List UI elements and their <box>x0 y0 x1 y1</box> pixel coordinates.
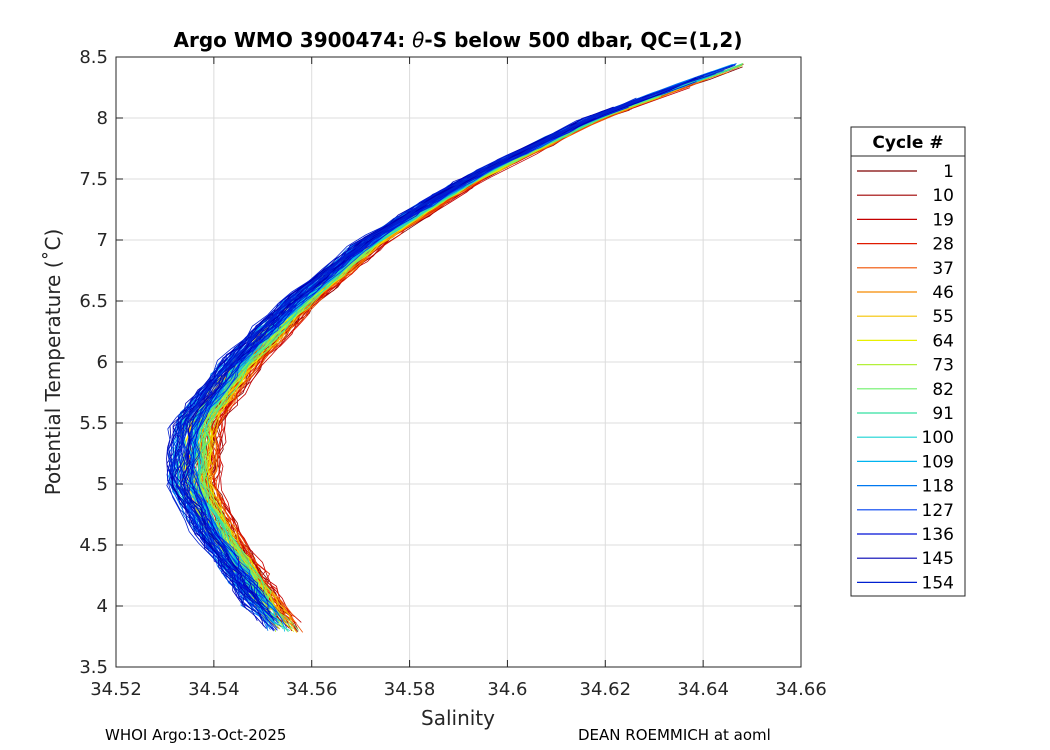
profile-line <box>189 73 716 603</box>
profile-line <box>183 84 680 620</box>
chart-title-suffix: -S below 500 dbar, QC=(1,2) <box>424 28 742 52</box>
x-axis-label: Salinity <box>421 706 495 730</box>
legend-label: 55 <box>932 307 954 327</box>
y-axis-label: Potential Temperature (˚C) <box>41 229 65 496</box>
legend-label: 118 <box>922 477 954 497</box>
legend-label: 46 <box>932 283 954 303</box>
x-tick-label: 34.64 <box>677 679 729 700</box>
legend-label: 136 <box>922 525 954 545</box>
legend-title: Cycle # <box>872 133 943 153</box>
legend-label: 82 <box>932 380 954 400</box>
x-axis-ticks: 34.52 34.54 34.56 34.58 34.6 34.62 34.64 34.66 <box>90 57 827 700</box>
legend-label: 10 <box>932 186 954 206</box>
y-tick-label: 3.5 <box>79 657 108 678</box>
y-tick-label: 6.5 <box>79 291 108 312</box>
legend-label: 73 <box>932 356 954 376</box>
legend-label: 100 <box>922 428 954 448</box>
legend-label: 91 <box>932 404 954 424</box>
legend-label: 64 <box>932 331 954 351</box>
chart-title-prefix: Argo WMO 3900474: <box>174 28 413 52</box>
x-tick-label: 34.66 <box>775 679 827 700</box>
legend-label: 19 <box>932 210 954 230</box>
x-tick-label: 34.58 <box>384 679 436 700</box>
legend-label: 145 <box>922 549 954 569</box>
y-tick-label: 6 <box>97 352 108 373</box>
profile-line <box>173 117 592 605</box>
y-axis-ticks: 3.5 4 4.5 5 5.5 6 6.5 7 7.5 8 8.5 <box>79 47 801 678</box>
legend-label: 127 <box>922 501 954 521</box>
x-tick-label: 34.6 <box>487 679 527 700</box>
y-tick-label: 8.5 <box>79 47 108 68</box>
legend-box <box>850 126 966 597</box>
profile-line <box>209 75 716 619</box>
x-tick-label: 34.54 <box>188 679 240 700</box>
y-tick-label: 8 <box>97 108 108 129</box>
y-tick-label: 7.5 <box>79 169 108 190</box>
profile-line <box>166 97 637 601</box>
legend-label: 1 <box>943 162 954 182</box>
footer-right: DEAN ROEMMICH at aoml <box>578 726 771 744</box>
x-tick-label: 34.56 <box>286 679 338 700</box>
y-tick-label: 4.5 <box>79 535 108 556</box>
y-tick-label: 5.5 <box>79 413 108 434</box>
legend-label: 154 <box>922 573 954 593</box>
y-tick-label: 4 <box>97 596 108 617</box>
legend: Cycle # 1 10 19 28 37 46 55 64 73 82 91 100 109 118 12… <box>850 126 966 597</box>
profile-line <box>173 64 736 607</box>
profile-line <box>190 85 681 608</box>
legend-entries: 1 10 19 28 37 46 55 64 73 82 91 100 109 118 127 136 145 1… <box>857 162 954 593</box>
x-tick-label: 34.62 <box>580 679 632 700</box>
profile-line <box>204 87 679 607</box>
legend-label: 109 <box>922 452 954 472</box>
x-tick-label: 34.52 <box>90 679 142 700</box>
profile-lines <box>166 62 744 634</box>
y-tick-label: 5 <box>97 474 108 495</box>
legend-label: 28 <box>932 235 954 255</box>
chart-title-theta: θ <box>412 28 424 52</box>
footer-left: WHOI Argo:13-Oct-2025 <box>105 726 287 744</box>
chart-title: Argo WMO 3900474: θ-S below 500 dbar, QC… <box>174 28 743 52</box>
legend-label: 37 <box>932 259 954 279</box>
y-tick-label: 7 <box>97 230 108 251</box>
